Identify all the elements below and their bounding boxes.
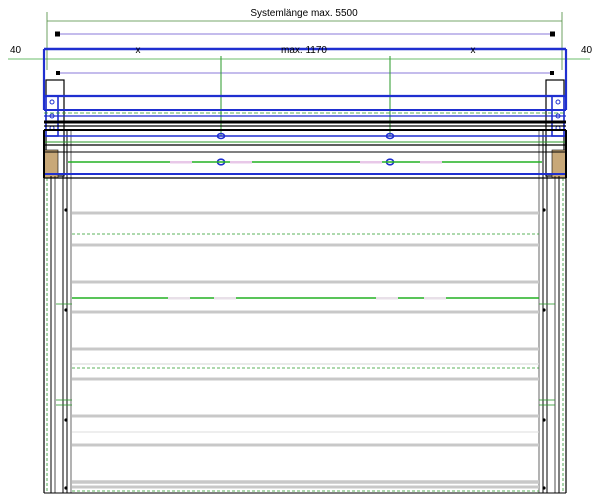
system-length-label: Systemlänge max. 5500 <box>250 8 358 19</box>
left-span-label: x <box>136 45 141 56</box>
rail-connectors <box>216 132 395 166</box>
offset-dimension-line: 40 40 <box>8 45 593 60</box>
mid-rail-upper <box>72 297 539 300</box>
mid-rail-lower <box>72 363 539 433</box>
system-length-dimension: Systemlänge max. 5500 <box>46 8 563 70</box>
left-offset-label: 40 <box>10 45 22 56</box>
upper-span-line <box>55 31 555 37</box>
center-span-label: max. 1170 <box>281 45 327 56</box>
top-rail <box>42 47 568 110</box>
right-span-label: x <box>471 45 476 56</box>
drive-shaft-line <box>68 161 542 164</box>
right-offset-label: 40 <box>581 45 593 56</box>
headbox <box>43 94 567 179</box>
secondary-span-line <box>56 71 554 75</box>
slats <box>72 211 539 492</box>
frame-markers <box>56 208 555 490</box>
